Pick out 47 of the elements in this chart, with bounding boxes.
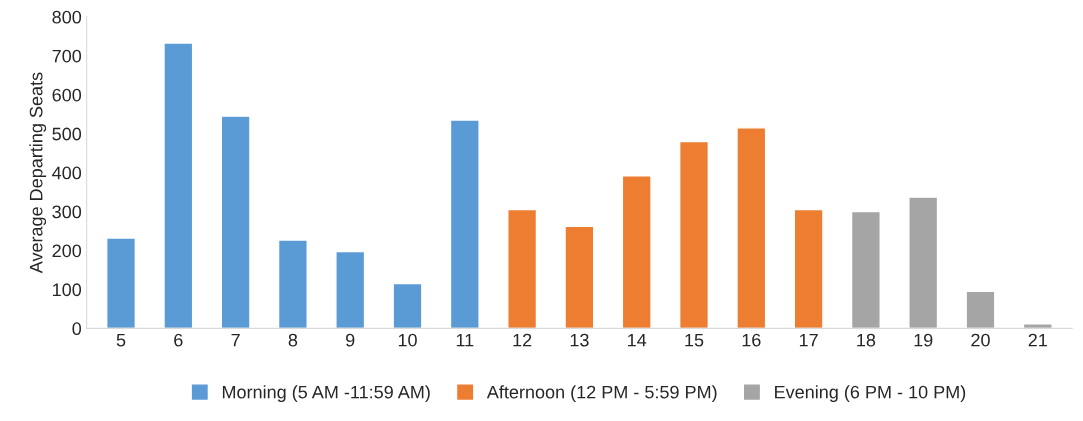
bar	[965, 290, 996, 329]
bar	[277, 239, 308, 329]
bar	[507, 208, 538, 329]
x-tick-label: 11	[456, 333, 474, 347]
y-tick-label: 800	[52, 10, 82, 24]
bar	[449, 119, 480, 329]
x-tick-label: 21	[1028, 333, 1047, 347]
bar	[621, 175, 652, 329]
x-tick-label: 13	[570, 333, 589, 347]
x-tick-label: 10	[398, 333, 417, 347]
y-tick-label: 200	[52, 244, 82, 258]
legend-label: Afternoon (12 PM - 5:59 PM)	[486, 385, 717, 403]
y-tick-label: 500	[52, 127, 82, 141]
bar	[163, 42, 194, 329]
bar	[678, 140, 710, 329]
x-tick-label: 18	[857, 333, 876, 347]
x-tick-label: 19	[914, 333, 933, 347]
x-tick-label: 20	[971, 333, 990, 347]
x-tick-label: 16	[742, 333, 761, 347]
bar	[908, 196, 939, 329]
bar	[793, 208, 824, 329]
bar	[1022, 323, 1053, 329]
bar	[105, 237, 137, 329]
legend-label: Morning (5 AM -11:59 AM)	[222, 385, 430, 403]
bar	[850, 210, 881, 329]
bar	[392, 282, 423, 329]
y-tick-label: 0	[72, 322, 82, 336]
bar	[736, 127, 767, 329]
y-tick-label: 700	[52, 49, 82, 63]
y-tick-label: 600	[52, 88, 82, 102]
y-axis-title: Average Departing Seats	[29, 72, 47, 274]
bar	[564, 225, 595, 329]
x-tick-label: 14	[628, 333, 647, 347]
x-tick-label: 15	[685, 333, 704, 347]
x-tick-label: 9	[346, 333, 355, 347]
x-tick-label: 17	[799, 333, 818, 347]
y-tick-label: 300	[52, 205, 82, 219]
x-tick-label: 5	[116, 333, 126, 347]
bar	[220, 115, 251, 329]
x-tick-label: 6	[174, 333, 183, 347]
y-tick-label: 100	[53, 283, 82, 297]
legend-label: Evening (6 PM - 10 PM)	[775, 385, 966, 403]
y-tick-label: 400	[52, 166, 82, 180]
x-tick-label: 8	[288, 333, 298, 347]
bar	[335, 250, 366, 329]
x-tick-label: 12	[513, 333, 532, 347]
x-tick-label: 7	[231, 333, 240, 347]
